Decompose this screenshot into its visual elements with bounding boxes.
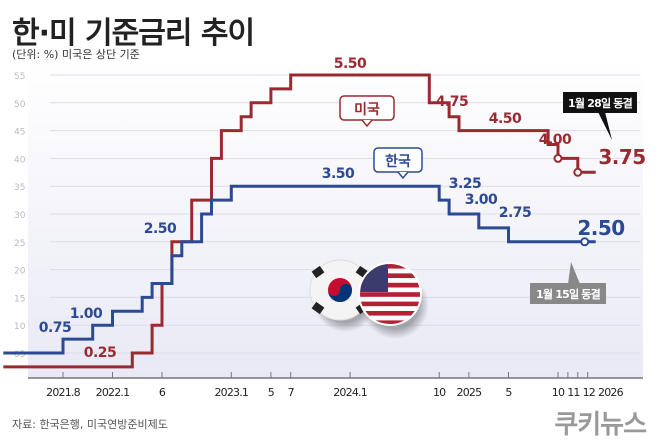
source-note: 자료: 한국은행, 미국연방준비제도 <box>12 418 168 431</box>
y-tick-label: 10 <box>14 322 26 332</box>
y-tick-label: 45 <box>14 128 25 138</box>
us-rate-label: 4.50 <box>489 111 522 127</box>
y-tick-label: 55 <box>14 72 25 82</box>
y-tick-label: 40 <box>14 155 26 165</box>
x-tick-label: 2021.8 <box>46 386 80 399</box>
watermark-logo: 쿠키뉴스 <box>554 410 647 440</box>
korea-rate-label: 3.25 <box>449 176 482 192</box>
korea-callout-box <box>530 283 606 304</box>
x-tick-label: 2023.1 <box>214 386 248 399</box>
us-flag-stripes <box>360 264 420 324</box>
korea-rate-label: 2.50 <box>577 216 624 240</box>
x-tick-label: 2022.1 <box>96 386 130 399</box>
x-tick-label: 10 <box>552 386 565 399</box>
chart-subtitle: (단위: %) 미국은 상단 기준 <box>12 48 140 61</box>
x-tick-label: 2025 <box>457 386 483 399</box>
stripe <box>360 273 420 279</box>
us-rate-label: 4.00 <box>539 132 572 148</box>
x-tick-label: 5 <box>268 386 275 399</box>
stripe <box>360 315 420 321</box>
y-tick-label: 50 <box>14 100 26 110</box>
trigram-icon <box>311 265 325 279</box>
stripe <box>360 320 420 324</box>
x-tick-label: 5 <box>505 386 512 399</box>
trigram-icon <box>311 301 325 315</box>
x-tick-label: 12 <box>583 386 595 399</box>
series-line-korea <box>3 184 596 355</box>
stripe <box>360 311 420 316</box>
stripe <box>360 306 420 311</box>
x-tick-label: 10 <box>433 386 446 399</box>
us-legend-label: 미국 <box>354 102 380 118</box>
y-tick-label: 30 <box>14 211 26 221</box>
legend-pointer <box>361 119 373 128</box>
x-tick-label: 7 <box>288 386 295 399</box>
y-tick-label: 20 <box>14 267 26 277</box>
callout-pointer <box>598 112 612 140</box>
us-rate-label: 4.75 <box>436 94 469 110</box>
y-tick-label: 35 <box>14 183 25 193</box>
us-rate-marker <box>573 167 583 177</box>
korea-rate-label: 2.50 <box>144 221 177 237</box>
korea-callout-text: 1월 15일 동결 <box>536 287 601 301</box>
us-callout-box <box>563 92 637 113</box>
us-rate-label: 5.50 <box>334 56 367 72</box>
stripe <box>360 282 420 288</box>
us-callout-text: 1월 28일 동결 <box>568 96 633 110</box>
stripe <box>360 278 420 283</box>
us-rate-label: 0.25 <box>84 345 117 361</box>
chart-title: 한·미 기준금리 추이 <box>12 16 255 51</box>
x-tick-label: 2026 <box>598 386 624 399</box>
y-tick-label: 05 <box>14 350 25 360</box>
korea-rate-label: 2.75 <box>499 205 532 221</box>
stripe <box>360 264 420 269</box>
x-tick-label: 2024.1 <box>333 386 367 399</box>
x-tick-label: 6 <box>159 386 166 399</box>
legend-pointer <box>397 171 409 180</box>
korea-rate-label: 1.00 <box>70 306 103 322</box>
korea-rate-marker <box>580 237 590 247</box>
korea-rate-label: 3.50 <box>322 166 355 182</box>
stripe <box>360 296 420 302</box>
korea-rate-label: 0.75 <box>39 320 72 336</box>
y-tick-label: 25 <box>14 239 25 249</box>
callout-pointer <box>568 262 580 284</box>
stripe <box>360 287 420 293</box>
stripe <box>360 268 420 274</box>
y-tick-label: 15 <box>14 294 25 304</box>
taegeuk-blue-icon <box>328 284 352 302</box>
us-rate-marker <box>553 153 563 163</box>
stripe <box>360 301 420 307</box>
x-tick-label: 11 <box>567 386 579 399</box>
korea-legend-label: 한국 <box>385 154 411 170</box>
korea-rate-label: 3.00 <box>465 192 498 208</box>
stripe <box>360 292 420 297</box>
us-rate-label: 3.75 <box>598 145 645 169</box>
